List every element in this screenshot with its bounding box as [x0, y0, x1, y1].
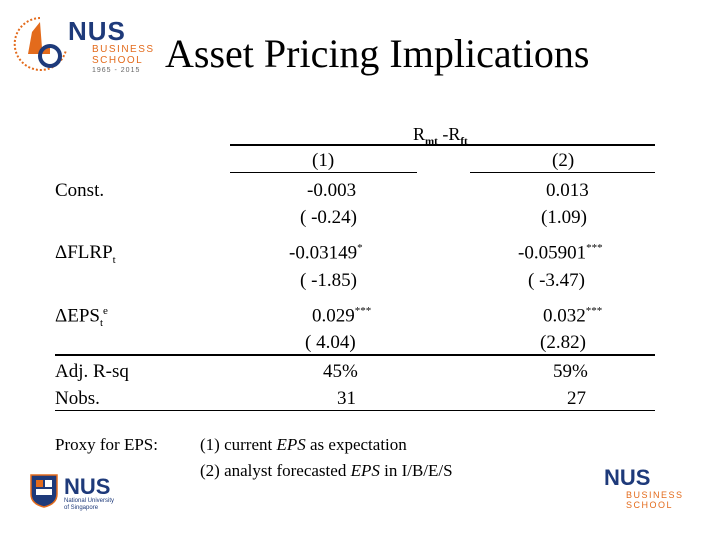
logo-university-text: National University of Singapore [64, 498, 114, 512]
stat-label-adj-rsq: Adj. R-sq [55, 361, 129, 382]
logo-nus-text: NUS [68, 16, 126, 46]
nus-business-school-logo-bottom: NUS BUSINESS SCHOOL [598, 463, 688, 517]
stat-nobs-2: 27 [567, 388, 586, 409]
univ-line1: National University [64, 498, 115, 504]
logo-business-school-text: BUSINESS SCHOOL [92, 44, 155, 66]
univ-line2: of Singapore [64, 505, 99, 511]
coef-dflrp-2: -0.05901*** [518, 242, 603, 264]
column-rule-2 [470, 172, 655, 173]
tstat-deps-1: ( 4.04) [305, 332, 356, 353]
logo-nus-text-bottom-right: NUS [604, 465, 651, 490]
column-header-2: (2) [552, 150, 575, 171]
coef-dflrp-1: -0.03149* [289, 242, 363, 264]
row-label-dflrp: ΔFLRPt [55, 242, 116, 266]
stat-adj-rsq-2: 59% [553, 361, 588, 382]
proxy-label: Proxy for EPS: [55, 435, 158, 454]
logo-bottom-line2: SCHOOL [626, 500, 674, 510]
tstat-const-2: (1.09) [541, 207, 587, 228]
tstat-dflrp-2: ( -3.47) [528, 270, 585, 291]
coef-const-2: 0.013 [546, 180, 589, 201]
proxy-line-2: (2) analyst forecasted EPS in I/B/E/S [200, 461, 453, 480]
nus-business-school-logo: NUS BUSINESS SCHOOL 1965 - 2015 [10, 10, 153, 82]
logo-bottom-line1: BUSINESS [626, 490, 684, 500]
tstat-dflrp-1: ( -1.85) [300, 270, 357, 291]
logo-nus-text-bottom-left: NUS [64, 474, 111, 499]
coef-deps-1: 0.029*** [312, 305, 372, 327]
stat-nobs-1: 31 [337, 388, 356, 409]
coef-deps-2: 0.032*** [543, 305, 603, 327]
logo-business-school-text-bottom: BUSINESS SCHOOL [626, 490, 684, 510]
proxy-line-1: (1) current EPS as expectation [200, 435, 407, 454]
logo-years: 1965 - 2015 [92, 67, 141, 74]
column-header-1: (1) [312, 150, 335, 171]
top-rule [230, 144, 655, 146]
stat-adj-rsq-1: 45% [323, 361, 358, 382]
logo-line2: SCHOOL [92, 55, 144, 66]
tstat-const-1: ( -0.24) [300, 207, 357, 228]
logo-line1: BUSINESS [92, 44, 155, 55]
row-label-const: Const. [55, 180, 105, 201]
row-label-deps: ΔEPSte [55, 305, 108, 330]
mid-rule [55, 354, 655, 356]
university-crest-icon [30, 474, 58, 508]
logo-emblem-icon [13, 17, 67, 71]
nus-university-logo: NUS National University of Singapore [30, 474, 150, 514]
bottom-rule [55, 410, 655, 411]
coef-const-1: -0.003 [307, 180, 357, 201]
slide-title: Asset Pricing Implications [165, 31, 590, 76]
tstat-deps-2: (2.82) [540, 332, 586, 353]
column-rule-1 [230, 172, 417, 173]
stat-label-nobs: Nobs. [55, 388, 100, 409]
